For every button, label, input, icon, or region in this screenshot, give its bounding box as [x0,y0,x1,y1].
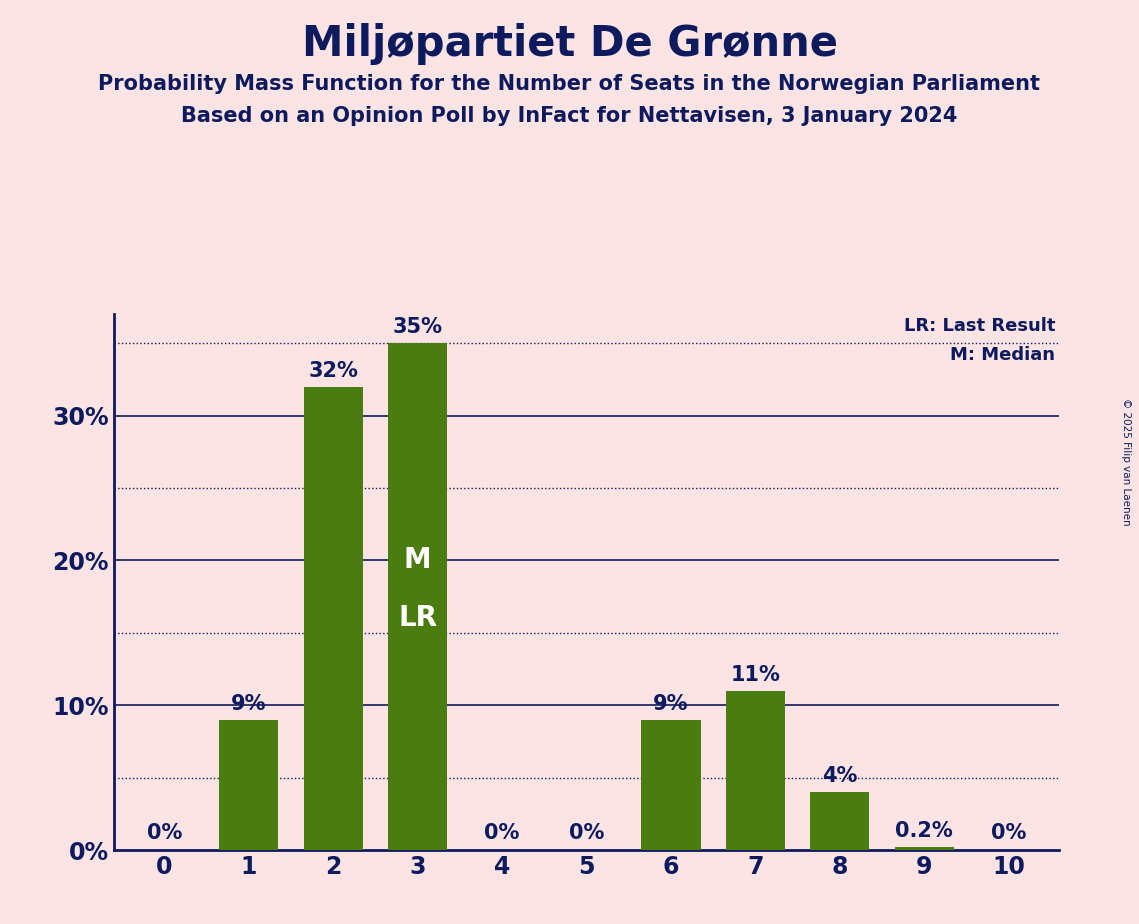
Text: 32%: 32% [309,360,359,381]
Bar [641,720,700,850]
Text: 9%: 9% [231,694,267,714]
Text: Based on an Opinion Poll by InFact for Nettavisen, 3 January 2024: Based on an Opinion Poll by InFact for N… [181,106,958,127]
Bar [220,720,279,850]
Text: 0%: 0% [147,823,182,843]
Text: 0.2%: 0.2% [895,821,953,842]
Text: 0%: 0% [568,823,605,843]
Bar [304,386,363,850]
Bar [894,847,953,850]
Bar [810,792,869,850]
Text: Probability Mass Function for the Number of Seats in the Norwegian Parliament: Probability Mass Function for the Number… [98,74,1041,94]
Text: 0%: 0% [991,823,1026,843]
Text: 9%: 9% [654,694,689,714]
Text: 35%: 35% [393,317,443,337]
Text: © 2025 Filip van Laenen: © 2025 Filip van Laenen [1121,398,1131,526]
Text: 4%: 4% [822,766,858,786]
Bar [388,343,448,850]
Text: LR: Last Result: LR: Last Result [903,317,1055,335]
Text: M: M [404,546,432,575]
Text: 0%: 0% [484,823,519,843]
Text: 11%: 11% [730,665,780,685]
Text: LR: LR [399,604,437,632]
Text: M: Median: M: Median [950,346,1055,364]
Bar [726,691,785,850]
Text: Miljøpartiet De Grønne: Miljøpartiet De Grønne [302,23,837,65]
